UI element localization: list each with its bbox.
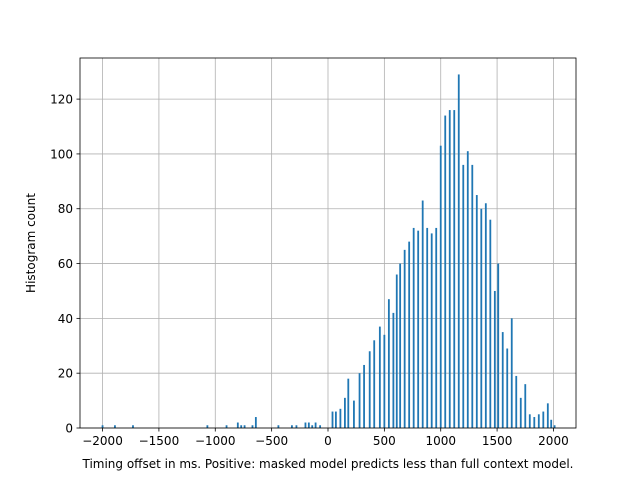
histogram-bar	[421, 200, 424, 428]
y-tick-label: 100	[50, 147, 73, 161]
bars	[101, 74, 556, 429]
histogram-bar	[307, 422, 310, 428]
histogram-bar	[403, 249, 406, 428]
y-tick-label: 120	[50, 93, 73, 107]
histogram-bar	[480, 208, 483, 428]
histogram-bar	[373, 340, 376, 428]
histogram-bar	[251, 425, 254, 428]
histogram-bar	[339, 408, 342, 428]
histogram-bar	[550, 419, 553, 428]
histogram-bar	[383, 334, 386, 428]
x-tick-label: −1000	[195, 434, 236, 448]
histogram-bar	[399, 263, 402, 428]
histogram-bar	[395, 274, 398, 428]
histogram-bar	[542, 411, 545, 428]
histogram-bar	[225, 425, 228, 428]
histogram-bar	[448, 110, 451, 429]
x-tick-label: −1500	[139, 434, 180, 448]
histogram-bar	[457, 74, 460, 428]
y-tick-label: 20	[58, 367, 73, 381]
histogram-bar	[206, 425, 209, 428]
x-tick-label: −2000	[82, 434, 123, 448]
histogram-bar	[254, 417, 257, 428]
histogram-bar	[510, 318, 513, 428]
histogram-bar	[236, 422, 239, 428]
histogram-bar	[426, 227, 429, 428]
histogram-bar	[489, 219, 492, 428]
histogram-bar	[311, 425, 314, 428]
histogram-bar	[430, 233, 433, 428]
histogram-bar	[519, 397, 522, 428]
histogram-bar	[435, 227, 438, 428]
y-axis-label: Histogram count	[24, 193, 38, 293]
histogram-bar	[319, 425, 322, 428]
histogram-bar	[101, 425, 104, 428]
y-axis-ticks: 0 20 40 60 80 100 120	[50, 93, 80, 436]
y-tick-label: 0	[65, 422, 73, 436]
x-tick-label: 2000	[538, 434, 569, 448]
histogram-bar	[417, 230, 420, 428]
histogram-bar	[392, 312, 395, 428]
histogram-bar	[353, 400, 355, 428]
histogram-bar	[358, 373, 361, 428]
histogram-bar	[331, 411, 334, 428]
histogram-bar	[484, 203, 487, 428]
histogram-bar	[243, 425, 246, 428]
histogram-bar	[114, 425, 116, 428]
histogram-bar	[497, 263, 500, 428]
histogram-bar	[344, 397, 346, 428]
histogram-bar	[466, 151, 469, 428]
histogram-bar	[533, 417, 536, 428]
grid-lines	[80, 58, 576, 429]
histogram-bar	[363, 364, 365, 428]
x-axis-ticks: −2000 −1500 −1000 −500 0 500 1000 1500 2000	[82, 428, 569, 448]
histogram-bar	[304, 422, 307, 428]
y-tick-label: 60	[58, 257, 73, 271]
histogram-bar	[506, 348, 509, 428]
histogram-bar	[240, 425, 243, 428]
histogram-bar	[387, 299, 390, 428]
y-tick-label: 80	[58, 202, 73, 216]
x-tick-label: −500	[255, 434, 288, 448]
histogram-bar	[528, 414, 531, 428]
x-axis-label: Timing offset in ms. Positive: masked mo…	[81, 457, 573, 471]
histogram-bar	[334, 411, 337, 428]
histogram-bar	[295, 425, 298, 428]
histogram-bar	[368, 351, 371, 428]
histogram-bar	[501, 332, 504, 428]
histogram-bar	[408, 241, 411, 428]
histogram-bar	[444, 115, 447, 429]
x-tick-label: 1500	[482, 434, 513, 448]
histogram-bar	[475, 195, 478, 428]
histogram-bar	[471, 164, 474, 428]
histogram-bar	[277, 425, 280, 428]
histogram-bar	[515, 375, 518, 428]
histogram-bar	[537, 414, 540, 428]
histogram-bar	[291, 425, 293, 428]
histogram-bar	[132, 425, 134, 428]
histogram-bar	[378, 326, 381, 428]
histogram-bar	[314, 422, 317, 428]
histogram-bar	[462, 164, 465, 428]
histogram-bar	[347, 378, 350, 428]
histogram-bar	[439, 145, 442, 428]
histogram-bar	[493, 290, 496, 428]
x-tick-label: 1000	[425, 434, 456, 448]
y-tick-label: 40	[58, 312, 73, 326]
histogram-bar	[412, 227, 415, 428]
histogram-bar	[524, 384, 527, 428]
histogram-bar	[546, 403, 549, 428]
x-tick-label: 0	[324, 434, 332, 448]
x-tick-label: 500	[373, 434, 396, 448]
histogram-bar	[453, 110, 456, 429]
histogram-bar	[553, 425, 556, 428]
